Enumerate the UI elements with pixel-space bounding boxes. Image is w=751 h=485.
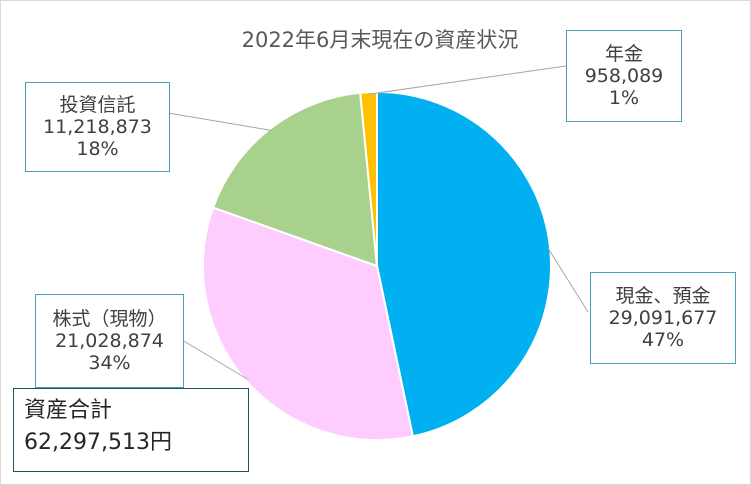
data-label-stock: 株式（現物） 21,028,874 34%	[35, 294, 184, 388]
data-label-pension: 年金 958,089 1%	[566, 30, 682, 122]
data-label-pension-percent: 1%	[608, 87, 640, 109]
total-assets-box: 資産合計 62,297,513円	[13, 388, 249, 472]
data-label-cash-name: 現金、預金	[615, 285, 711, 307]
data-label-investment-trust-percent: 18%	[76, 138, 119, 160]
leader-line-stock	[181, 339, 248, 380]
leader-line-investment-trust	[167, 112, 272, 131]
leader-line-pension	[368, 65, 567, 95]
data-label-stock-name: 株式（現物）	[52, 308, 167, 330]
data-label-investment-trust: 投資信託 11,218,873 18%	[25, 82, 170, 172]
data-label-pension-value: 958,089	[584, 65, 664, 87]
data-label-stock-value: 21,028,874	[55, 330, 164, 352]
data-label-investment-trust-name: 投資信託	[59, 94, 136, 116]
data-label-cash-percent: 47%	[641, 329, 685, 351]
leader-line-cash	[547, 247, 589, 313]
total-assets-value: 62,297,513円	[24, 430, 172, 455]
pie-slice-investment-trust	[211, 91, 379, 268]
pie-slice-pension	[359, 90, 378, 267]
data-label-cash-value: 29,091,677	[608, 307, 718, 329]
data-label-pension-name: 年金	[604, 43, 643, 65]
chart-title: 2022年6月末現在の資産状況	[241, 28, 519, 52]
data-label-stock-percent: 34%	[88, 352, 131, 374]
data-label-investment-trust-value: 11,218,873	[43, 116, 152, 138]
data-label-cash: 現金、預金 29,091,677 47%	[590, 272, 736, 364]
pie-slice-stock	[202, 206, 415, 441]
pie-slice-cash	[376, 90, 552, 438]
total-assets-label: 資産合計	[24, 398, 113, 423]
